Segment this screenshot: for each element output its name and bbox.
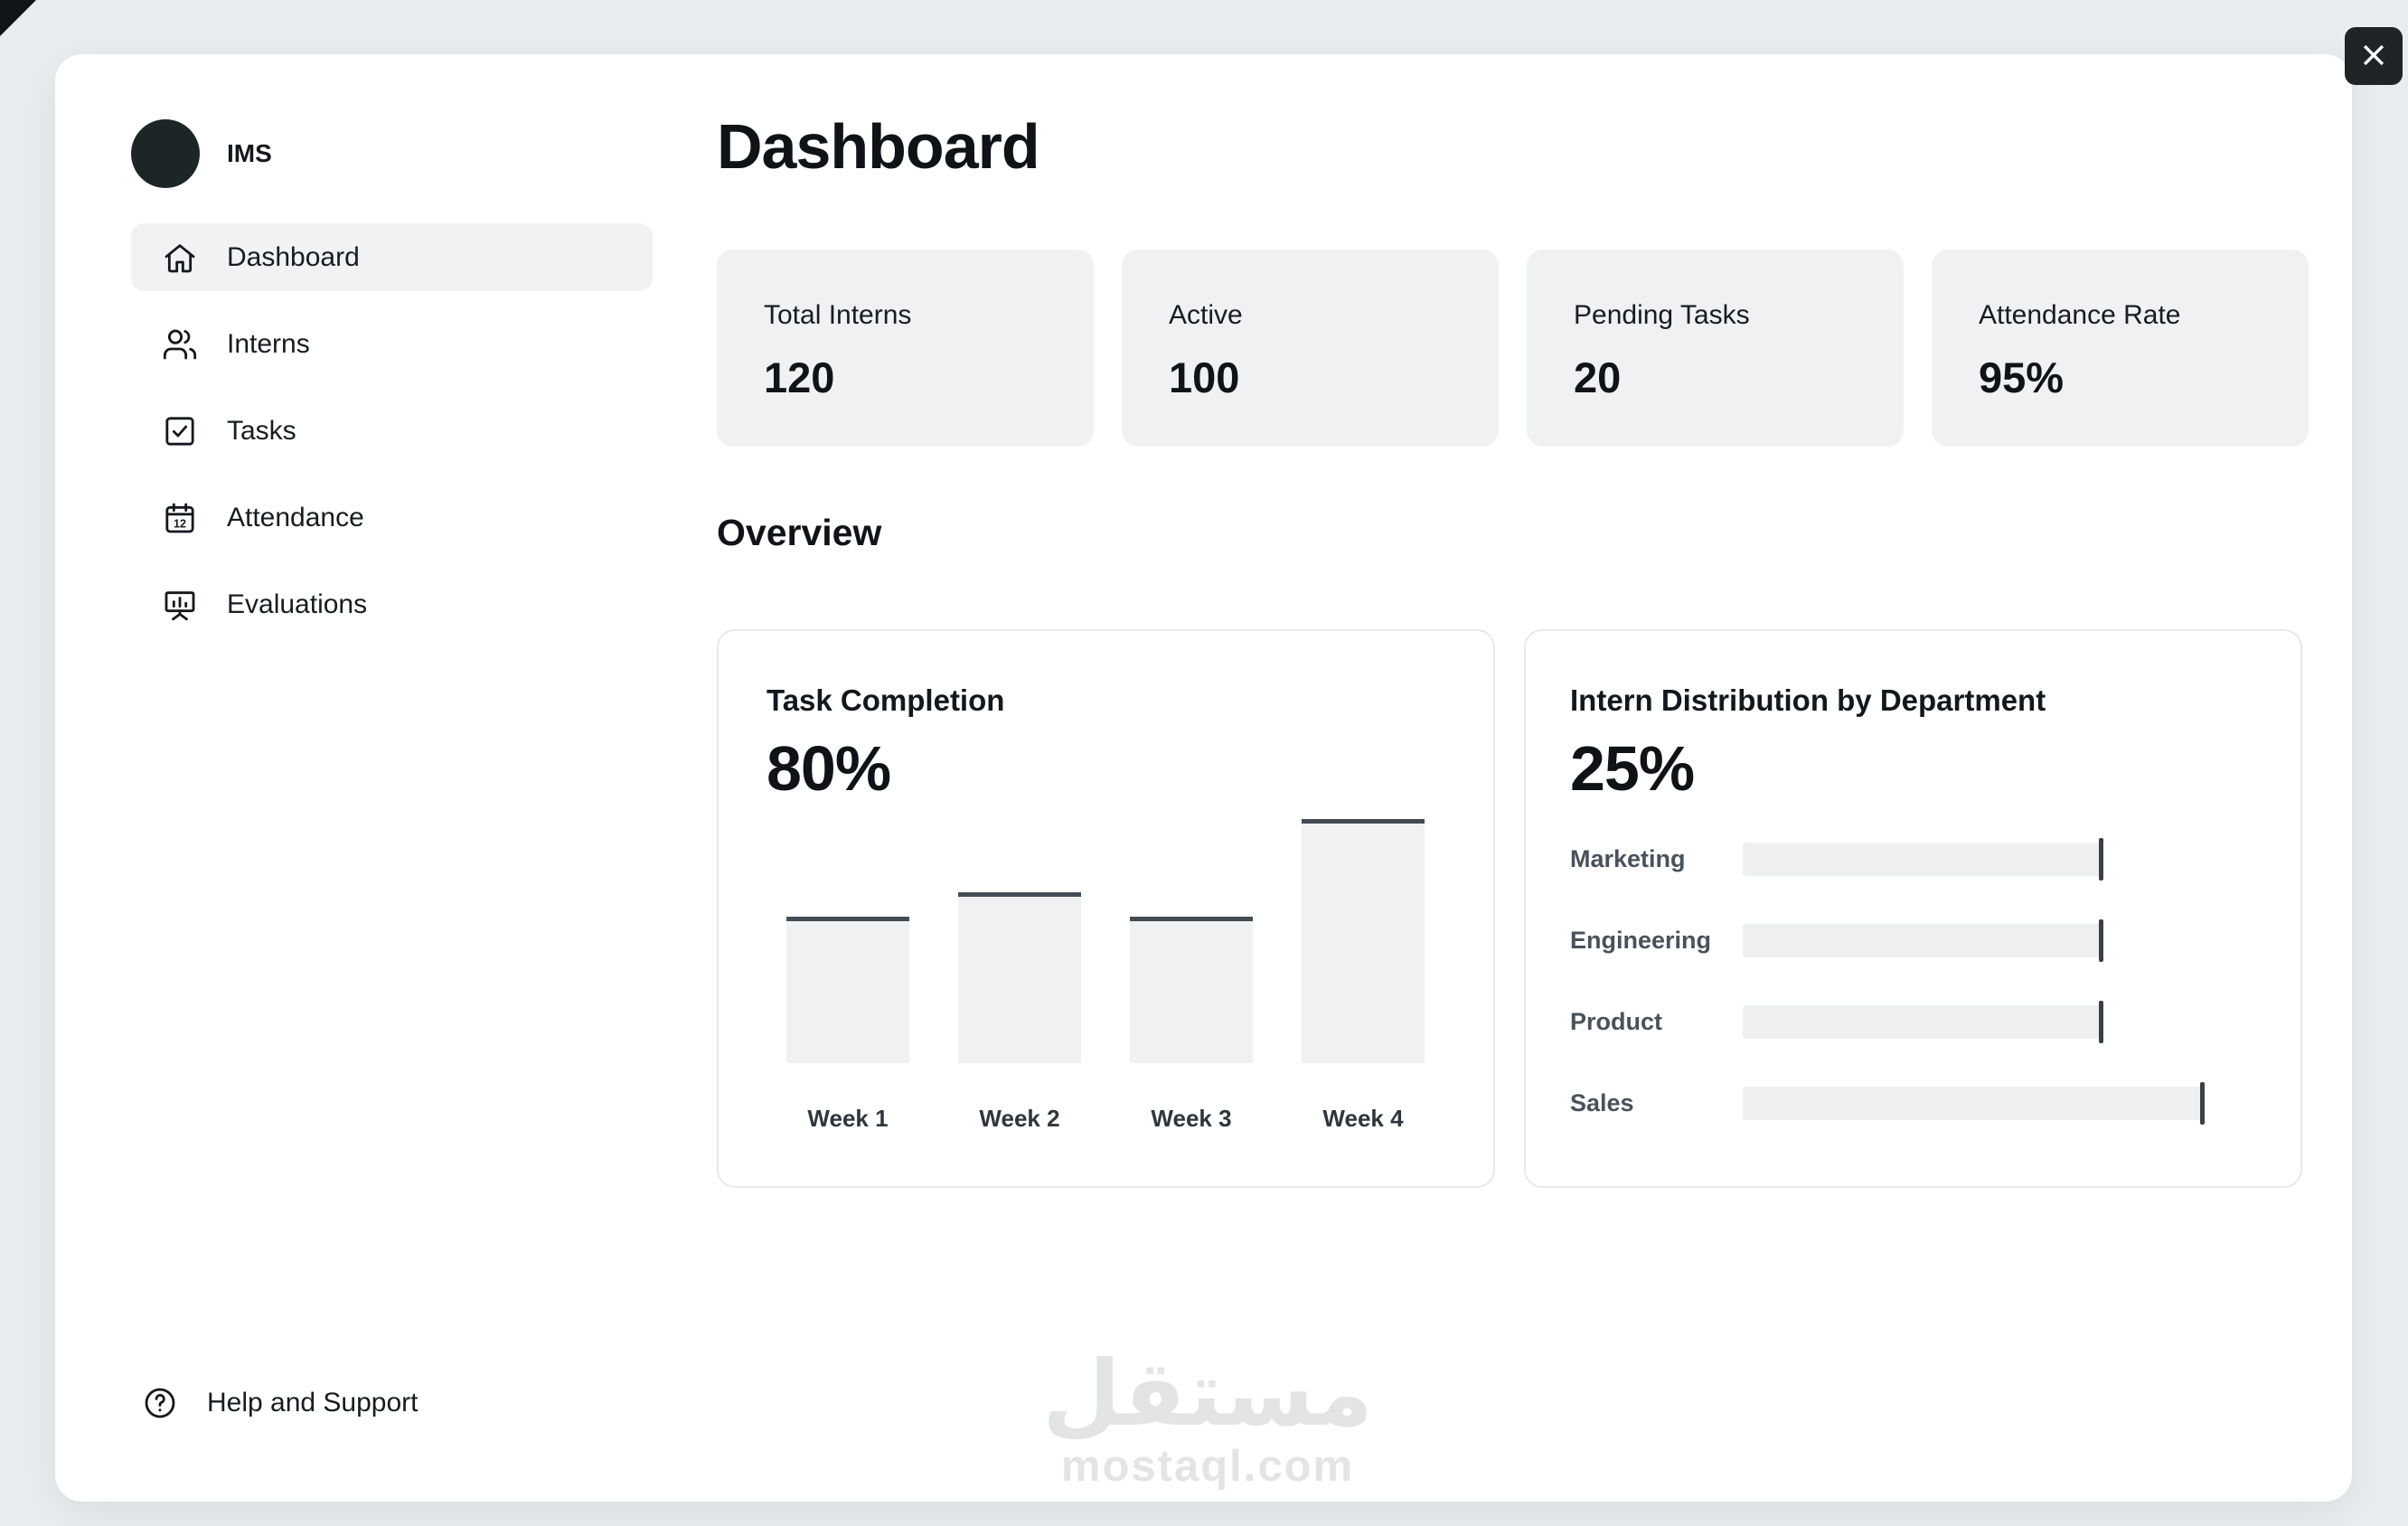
sidebar-item-evaluations[interactable]: Evaluations bbox=[131, 570, 653, 638]
distribution-row: Engineering bbox=[1570, 900, 2204, 981]
page-corner-decoration bbox=[0, 0, 36, 36]
stat-label: Active bbox=[1169, 300, 1243, 330]
distribution-row: Product bbox=[1570, 981, 2204, 1062]
chart-value: 25% bbox=[1570, 733, 1695, 804]
sidebar-item-label: Interns bbox=[227, 328, 310, 359]
stat-label: Attendance Rate bbox=[1979, 300, 2181, 330]
stat-value: 120 bbox=[764, 353, 835, 401]
distribution-label: Engineering bbox=[1570, 926, 1712, 954]
task-check-icon bbox=[162, 413, 198, 449]
close-button[interactable] bbox=[2345, 27, 2403, 85]
distribution-label: Marketing bbox=[1570, 844, 1686, 872]
stat-card-pending-tasks: Pending Tasks 20 bbox=[1527, 250, 1904, 447]
distribution-row: Sales bbox=[1570, 1062, 2205, 1144]
presentation-icon bbox=[162, 587, 198, 623]
help-icon bbox=[142, 1385, 178, 1421]
overview-heading: Overview bbox=[717, 512, 882, 553]
sidebar-item-label: Attendance bbox=[227, 502, 364, 532]
chart-value: 80% bbox=[767, 733, 891, 804]
distribution-bar bbox=[1743, 1081, 2205, 1125]
sidebar-item-tasks[interactable]: Tasks bbox=[131, 397, 653, 465]
help-item-label: Help and Support bbox=[207, 1387, 419, 1418]
app-window: IMS Dashboard Interns Tasks 12 Attendanc… bbox=[55, 54, 2352, 1502]
sidebar-item-label: Evaluations bbox=[227, 589, 368, 619]
task-completion-chart bbox=[786, 819, 1425, 1063]
sidebar-nav: Dashboard Interns Tasks 12 Attendance Ev… bbox=[131, 223, 653, 638]
distribution-row: Marketing bbox=[1570, 818, 2204, 900]
distribution-bar bbox=[1743, 1000, 2103, 1043]
sidebar-item-label: Tasks bbox=[227, 415, 296, 446]
stats-row: Total Interns 120 Active 100 Pending Tas… bbox=[717, 250, 2309, 447]
app-logo: IMS bbox=[131, 119, 272, 188]
users-icon bbox=[162, 326, 198, 363]
stat-value: 95% bbox=[1979, 353, 2065, 401]
stat-value: 20 bbox=[1574, 353, 1622, 401]
home-icon bbox=[162, 240, 198, 276]
bar-label: Week 1 bbox=[807, 1105, 889, 1132]
intern-distribution-chart: Marketing Engineering Product Sales bbox=[1570, 818, 2205, 1144]
chart-title: Intern Distribution by Department bbox=[1570, 683, 2046, 717]
stat-value: 100 bbox=[1169, 353, 1240, 401]
distribution-label: Sales bbox=[1570, 1088, 1634, 1116]
bar bbox=[958, 892, 1081, 1063]
stat-card-total-interns: Total Interns 120 bbox=[717, 250, 1094, 447]
task-completion-card: Task Completion 80% Week 1 Week 2 Week 3… bbox=[717, 629, 1495, 1188]
close-icon bbox=[2358, 40, 2389, 73]
stat-label: Pending Tasks bbox=[1574, 300, 1750, 330]
bar-label: Week 3 bbox=[1151, 1105, 1232, 1132]
bar-labels: Week 1 Week 2 Week 3 Week 4 bbox=[786, 1105, 1425, 1133]
calendar-icon: 12 bbox=[162, 500, 198, 536]
distribution-bar bbox=[1743, 918, 2103, 962]
stat-label: Total Interns bbox=[764, 300, 912, 330]
intern-distribution-card: Intern Distribution by Department 25% Ma… bbox=[1524, 629, 2302, 1188]
app-logo-text: IMS bbox=[227, 139, 272, 167]
app-logo-avatar bbox=[131, 119, 200, 188]
chart-title: Task Completion bbox=[767, 683, 1005, 717]
bar bbox=[786, 917, 909, 1063]
sidebar-item-attendance[interactable]: 12 Attendance bbox=[131, 484, 653, 551]
bar-label: Week 2 bbox=[979, 1105, 1060, 1132]
sidebar-item-interns[interactable]: Interns bbox=[131, 310, 653, 378]
bar-label: Week 4 bbox=[1322, 1105, 1404, 1132]
svg-text:12: 12 bbox=[174, 517, 186, 530]
sidebar-item-dashboard[interactable]: Dashboard bbox=[131, 223, 653, 291]
stat-card-attendance-rate: Attendance Rate 95% bbox=[1932, 250, 2309, 447]
bar bbox=[1302, 819, 1425, 1063]
distribution-bar bbox=[1743, 837, 2103, 881]
distribution-label: Product bbox=[1570, 1007, 1663, 1035]
stat-card-active: Active 100 bbox=[1122, 250, 1499, 447]
sidebar-item-label: Dashboard bbox=[227, 241, 360, 272]
bar bbox=[1130, 917, 1253, 1063]
sidebar-item-help-and-support[interactable]: Help and Support bbox=[131, 1369, 653, 1437]
charts-row: Task Completion 80% Week 1 Week 2 Week 3… bbox=[717, 629, 2302, 1188]
page-title: Dashboard bbox=[717, 111, 1040, 182]
